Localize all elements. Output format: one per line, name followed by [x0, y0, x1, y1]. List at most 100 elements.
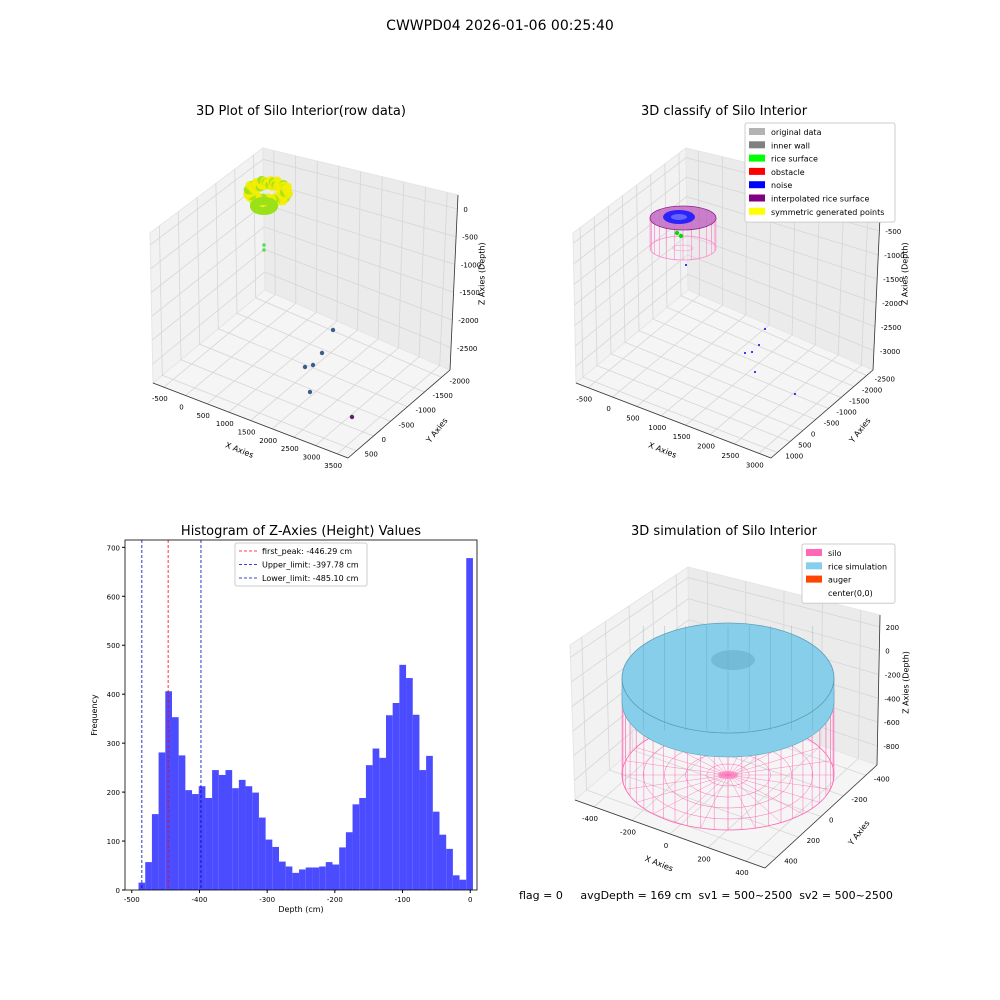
- histogram-bar: [212, 770, 219, 890]
- rice-crater: [711, 650, 755, 670]
- histogram-bar: [185, 790, 193, 890]
- panel2-point: [744, 352, 746, 354]
- histogram-bar: [158, 752, 166, 890]
- panel1-y-label: Y Axies: [424, 416, 450, 445]
- panel1-z-tick: -1000: [461, 261, 481, 269]
- y-tick-label: 100: [107, 838, 120, 846]
- histogram-bar: [305, 867, 313, 890]
- panel4-z-tick: -600: [884, 719, 900, 727]
- panel1-title: 3D Plot of Silo Interior(row data): [196, 104, 406, 119]
- panel4-x-tick: 400: [735, 869, 748, 877]
- panel1-xgrid: [228, 166, 340, 413]
- panel2-legend-label: inner wall: [771, 141, 810, 150]
- x-tick-label: 0: [468, 896, 472, 904]
- panel2-point: [678, 233, 684, 239]
- panel2-z-label: Z Axies (Depth): [900, 242, 909, 305]
- y-tick-label: 700: [107, 544, 120, 552]
- panel2-xgrid: [734, 186, 845, 445]
- panel1-ygrid: [159, 225, 357, 452]
- panel1-z-tick: -500: [462, 234, 478, 242]
- panel2-z-tick: -2500: [881, 324, 901, 332]
- panel1-x-tick: 1000: [216, 420, 234, 428]
- panel2-x-axis-line: [575, 382, 772, 459]
- panel2-x-tick: 0: [606, 405, 610, 413]
- panel2-legend-label: noise: [771, 181, 792, 190]
- histogram-bar: [345, 832, 353, 890]
- panel1-x-tick: 2000: [259, 437, 277, 445]
- panel2-point: [674, 230, 680, 236]
- histogram-bar: [406, 678, 413, 890]
- panel4-x-tick: -200: [620, 828, 636, 836]
- panel2-x-tick: 3000: [746, 461, 764, 469]
- panel2-y-tick: -1000: [836, 409, 856, 417]
- histogram-bar: [285, 866, 293, 890]
- silo-floor-spoke: [652, 774, 729, 815]
- panel1-y-tick: -1500: [433, 392, 453, 400]
- panel2-point: [685, 264, 687, 266]
- panel2-legend-label: symmetric generated points: [771, 208, 884, 217]
- panel1-z-axis-line: [449, 194, 459, 371]
- panel1-point: [302, 364, 308, 370]
- histogram-bar: [312, 867, 320, 890]
- y-axis-label: Frequency: [90, 694, 99, 736]
- panel2-legend-swatch: [749, 141, 765, 149]
- panel1-y-axis-line: [347, 369, 451, 459]
- histogram-bar: [426, 755, 433, 890]
- panel2-legend-swatch: [749, 207, 765, 215]
- histogram-bar: [379, 757, 386, 890]
- histogram-bar: [372, 748, 380, 890]
- panel4-xgrid: [745, 610, 862, 862]
- histogram-bar: [439, 834, 447, 890]
- panel2-x-tick: 500: [626, 414, 639, 422]
- panel2-y-tick: 1000: [785, 453, 803, 461]
- panel2-xgrid: [685, 174, 797, 426]
- histogram-bar: [192, 794, 199, 890]
- panel1-ygrid: [215, 183, 408, 408]
- panel2-y-tick: 0: [811, 431, 815, 439]
- panel4-z-label: Z Axies (Depth): [902, 651, 911, 714]
- panel2-xgrid: [709, 180, 821, 435]
- panel2-x-label: X Axies: [647, 440, 678, 459]
- panel2-point: [794, 393, 796, 395]
- panel4-legend-swatch: [806, 549, 822, 556]
- histogram-bar: [232, 788, 239, 890]
- panel2-zgrid: [574, 235, 877, 326]
- panel2-y-tick: 500: [798, 442, 811, 450]
- histogram-bar: [446, 848, 453, 890]
- y-tick-label: 500: [107, 642, 120, 650]
- panel2-point: [764, 328, 766, 330]
- panel1-point: [349, 414, 355, 420]
- panel1-x-tick: 1500: [238, 429, 256, 437]
- panel1-ygrid: [177, 211, 374, 437]
- x-tick-label: -300: [259, 896, 275, 904]
- panel2-z-tick: -3000: [880, 348, 900, 356]
- histogram-bar: [359, 797, 366, 890]
- panel1-xgrid: [271, 176, 383, 430]
- silo-floor-spoke: [727, 774, 804, 815]
- panel1-point: [307, 389, 313, 395]
- panel2-ygrid: [579, 227, 778, 453]
- y-tick-label: 300: [107, 740, 120, 748]
- histogram-bar: [332, 864, 340, 890]
- histogram-bar: [325, 862, 333, 890]
- panel1-zgrid: [151, 226, 454, 317]
- panel4-silo: [621, 622, 835, 831]
- panel4-legend-label: center(0,0): [828, 589, 873, 598]
- panel3-legend: first_peak: -446.29 cm Upper_limit: -397.…: [234, 542, 368, 587]
- panel2-ygrid: [622, 195, 816, 420]
- panel1-point: [310, 362, 316, 368]
- panel1-x-tick: 3500: [324, 462, 342, 470]
- panel1-x-tick: 3000: [303, 454, 321, 462]
- panel2-x-tick: 2000: [697, 443, 715, 451]
- panel2-y-label: Y Axies: [847, 416, 873, 445]
- panel2-xgrid: [587, 150, 701, 389]
- panel2-x-tick: 2500: [722, 452, 740, 460]
- panel1-zgrid: [149, 158, 458, 246]
- panel1-y-tick: -2000: [450, 377, 470, 385]
- panel2-y-tick: -2000: [862, 387, 882, 395]
- panel2-z-tick: -500: [885, 228, 901, 236]
- panel4-ygrid: [628, 605, 822, 817]
- panel2-x-tick: 1500: [673, 433, 691, 441]
- panel4-zgrid: [570, 598, 880, 683]
- panel3-histogram: -500 -400 -300 -200 -100 0 0 100 200 300 400 500 600…: [90, 539, 478, 914]
